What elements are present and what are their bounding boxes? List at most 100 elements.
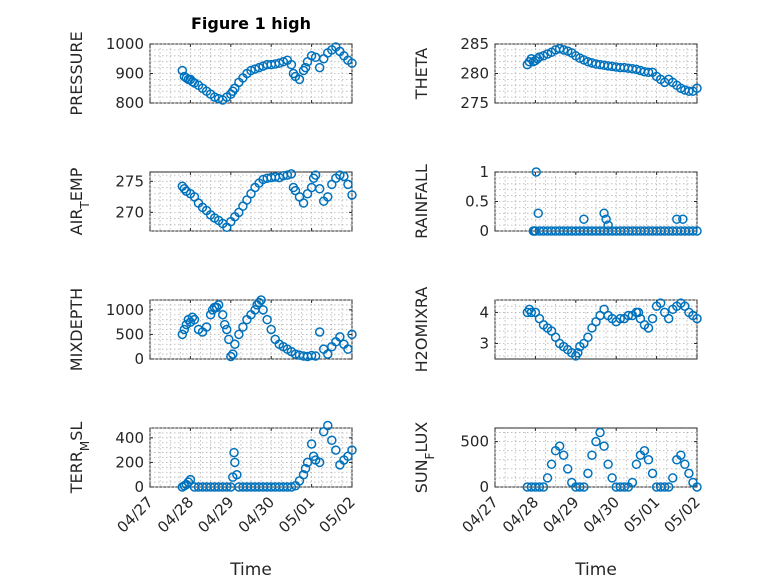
data-point <box>680 459 690 470</box>
data-point <box>684 468 694 479</box>
y-tick-label: 500 <box>460 433 489 451</box>
x-tick-label: 04/27 <box>114 493 157 536</box>
data-point <box>205 310 216 320</box>
data-point <box>599 208 609 219</box>
data-point <box>534 52 545 62</box>
data-point <box>246 65 256 76</box>
data-point <box>607 473 617 483</box>
data-point <box>323 349 333 359</box>
data-point <box>254 297 264 308</box>
ylabel-1: PRESSURE <box>67 31 86 115</box>
data-point <box>187 312 198 322</box>
y-tick-label: 275 <box>115 172 144 190</box>
ylabel-6: H2OMIXRA <box>412 287 431 373</box>
data-point <box>298 198 309 208</box>
data-point <box>676 450 686 460</box>
y-tick-label: 3 <box>479 334 489 352</box>
data-point <box>222 324 232 335</box>
data-point <box>631 459 642 470</box>
data-point <box>183 477 194 487</box>
y-tick-label: 1000 <box>106 301 144 319</box>
data-point <box>347 329 357 340</box>
x-axis-label: Time <box>574 560 617 580</box>
data-point <box>278 56 289 67</box>
y-tick-label: 800 <box>115 94 144 112</box>
data-point <box>300 463 311 474</box>
data-point <box>688 226 698 236</box>
data-point <box>603 459 613 470</box>
data-point <box>579 214 589 224</box>
data-point <box>201 322 212 332</box>
data-point <box>595 427 605 438</box>
data-point <box>643 455 654 465</box>
data-point <box>250 64 260 74</box>
data-point <box>587 450 597 460</box>
data-point <box>314 62 325 73</box>
y-tick-label: 0.5 <box>465 193 489 211</box>
x-tick-label: 04/29 <box>539 493 582 536</box>
x-tick-label: 04/30 <box>580 493 623 536</box>
data-point <box>526 307 537 318</box>
data-point <box>343 179 353 190</box>
data-point <box>347 190 357 200</box>
data-point <box>668 473 678 483</box>
x-tick-label: 05/02 <box>316 493 359 536</box>
data-point <box>347 445 357 455</box>
data-point <box>331 445 341 455</box>
data-point <box>692 482 702 492</box>
ylabel-3: AIRTEMP <box>67 167 92 235</box>
data-point <box>659 482 670 492</box>
data-point <box>692 226 702 236</box>
data-point <box>209 92 220 102</box>
x-tick-label: 05/01 <box>275 493 318 536</box>
figure-title: Figure 1 high <box>191 14 311 33</box>
subplot-2: 275 280 285 THETA <box>412 35 702 112</box>
data-point <box>306 439 317 449</box>
data-point <box>228 349 238 359</box>
data-point <box>286 482 297 492</box>
data-point <box>579 482 589 492</box>
x-tick-label: 04/27 <box>459 493 502 536</box>
data-point <box>591 436 601 447</box>
y-tick-label: 900 <box>115 65 144 83</box>
subplot-8: 0 500 SUNFLUX 04/2704/2804/2904/3005/0105/0… <box>412 422 704 580</box>
ylabel-5: MIXDEPTH <box>67 288 86 371</box>
data-point <box>327 435 337 446</box>
data-point <box>282 170 293 180</box>
y-tick-label: 0 <box>479 222 489 240</box>
data-point <box>314 327 325 337</box>
data-point <box>583 468 593 479</box>
data-point <box>232 469 242 480</box>
subplot-6: 3 4 H2OMIXRA <box>412 287 702 373</box>
data-point <box>627 477 638 488</box>
data-point <box>310 351 321 361</box>
data-point <box>554 441 565 451</box>
data-point <box>335 170 345 180</box>
y-tick-label: 0 <box>134 478 144 496</box>
data-point <box>534 482 545 492</box>
data-point <box>619 482 630 492</box>
y-tick-label: 285 <box>460 35 489 53</box>
data-point <box>314 184 325 194</box>
data-point <box>639 445 650 456</box>
y-tick-label: 400 <box>115 429 144 447</box>
y-tick-label: 0 <box>134 350 144 368</box>
data-point <box>177 65 188 76</box>
data-point <box>538 482 549 492</box>
data-point <box>286 169 297 179</box>
data-point <box>177 329 188 340</box>
data-point <box>663 313 674 324</box>
subplot-7: 0 200 400 TERRMSL 04/2704/2804/2904/3005/010… <box>67 420 359 580</box>
y-tick-label: 270 <box>115 203 144 221</box>
data-point <box>583 332 593 343</box>
data-point <box>310 170 321 180</box>
data-point <box>558 450 569 460</box>
data-point <box>633 307 644 318</box>
data-point <box>213 300 224 310</box>
data-point <box>211 302 222 313</box>
subplot-1: 800 900 1000 PRESSURE <box>67 31 357 116</box>
y-tick-label: 275 <box>460 94 489 112</box>
data-point <box>226 351 236 362</box>
data-point <box>542 473 553 483</box>
